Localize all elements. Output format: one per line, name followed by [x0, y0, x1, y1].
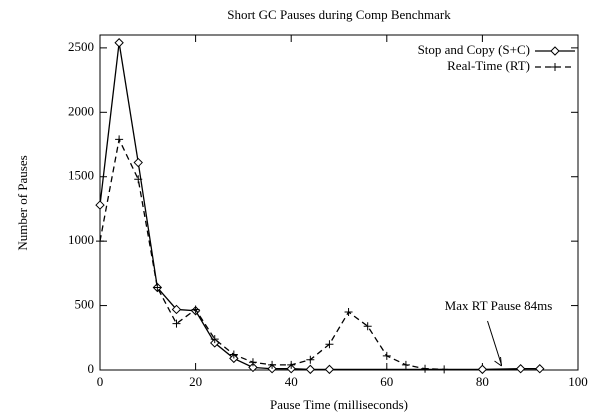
marker — [305, 364, 316, 375]
y-tick-label: 1500 — [68, 168, 94, 183]
annotation-arrow — [487, 320, 502, 366]
x-tick-label: 60 — [380, 374, 393, 389]
marker — [191, 305, 200, 314]
x-tick-label: 100 — [568, 374, 588, 389]
marker — [306, 355, 315, 364]
x-tick-label: 40 — [285, 374, 298, 389]
marker — [325, 340, 334, 349]
marker — [363, 322, 372, 331]
x-tick-label: 20 — [189, 374, 202, 389]
marker — [153, 283, 162, 292]
chart-title: Short GC Pauses during Comp Benchmark — [227, 7, 451, 22]
legend-marker — [550, 46, 560, 56]
marker — [133, 157, 143, 168]
marker — [229, 350, 238, 359]
plot-frame — [99, 34, 579, 371]
y-tick-label: 2500 — [68, 39, 94, 54]
marker — [134, 175, 143, 184]
y-tick-label: 500 — [75, 297, 95, 312]
x-tick-label: 0 — [97, 374, 104, 389]
y-tick-label: 1000 — [68, 232, 94, 247]
marker — [535, 364, 545, 374]
marker — [210, 335, 219, 344]
marker — [248, 362, 258, 373]
marker — [401, 360, 410, 369]
marker — [421, 364, 430, 373]
marker — [344, 308, 353, 317]
x-tick-label: 80 — [476, 374, 489, 389]
marker — [114, 38, 124, 48]
marker — [477, 364, 488, 375]
marker — [382, 351, 391, 360]
marker — [96, 237, 104, 246]
marker — [324, 364, 335, 375]
annotation-arrowhead — [494, 356, 503, 367]
marker — [268, 360, 277, 369]
marker — [515, 364, 526, 374]
marker — [287, 360, 296, 369]
legend-label: Stop and Copy (S+C) — [418, 42, 530, 57]
marker — [171, 304, 182, 315]
series-line — [99, 42, 540, 371]
marker — [248, 358, 257, 367]
marker — [172, 319, 181, 328]
legend-label: Real-Time (RT) — [447, 58, 530, 73]
marker — [440, 365, 449, 374]
x-axis-label: Pause Time (milliseconds) — [270, 397, 408, 412]
series-line — [99, 137, 445, 371]
y-axis-label: Number of Pauses — [15, 155, 30, 250]
legend-marker — [551, 63, 559, 71]
y-tick-label: 2000 — [68, 103, 94, 118]
marker — [115, 135, 124, 144]
marker — [95, 200, 105, 210]
annotation: Max RT Pause 84ms — [445, 298, 553, 313]
y-tick-label: 0 — [88, 361, 95, 376]
